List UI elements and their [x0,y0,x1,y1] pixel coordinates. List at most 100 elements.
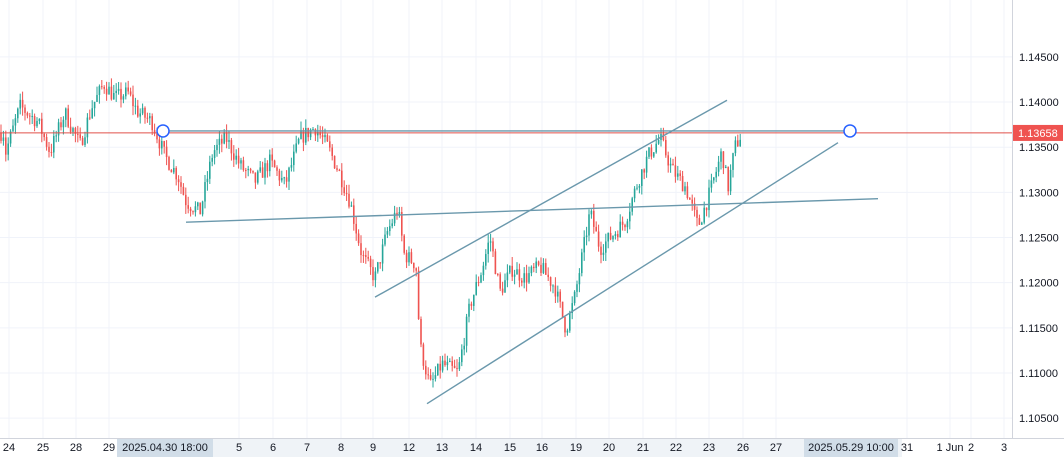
candle-body [5,137,7,155]
candle-body [273,160,276,168]
candle-body [353,205,355,224]
candle-body [374,271,377,281]
candle-body [732,153,734,170]
time-tick-label: 7 [304,442,310,454]
time-highlight-end: 2025.05.29 10:00 [808,442,894,454]
candle-body [65,108,67,120]
candle-body [247,168,249,171]
candle-body [626,221,629,228]
candle-body [345,193,348,195]
candle-body [638,185,641,188]
candle-body [417,270,420,320]
candle-body [667,155,669,166]
candle-body [254,172,257,183]
candle-body [655,143,657,153]
time-tick-label: 6 [270,442,276,454]
candle-body [350,205,353,207]
candle-body [403,235,405,253]
price-axis[interactable] [1012,0,1064,457]
candle-body [739,139,741,147]
time-tick-label: 27 [770,442,782,454]
candle-body [297,138,300,144]
candle-body [57,122,60,136]
candle-body [24,107,26,113]
candle-body [674,165,677,177]
candle-body [405,252,408,263]
candle-body [422,344,425,366]
candle-body [67,108,69,127]
candle-body [199,202,201,215]
candle-body [156,133,158,140]
candle-body [209,161,211,179]
candle-body [535,261,537,269]
candle-body [117,88,120,91]
candle-body [595,226,597,232]
candle-body [722,151,725,169]
candle-body [614,234,617,237]
candle-body [559,291,561,302]
candle-body [636,187,638,189]
candle-body [43,133,45,138]
candle-body [429,375,432,380]
time-tick-label: 14 [470,442,482,454]
candle-body [384,234,386,245]
candle-body [206,178,209,183]
candle-body [144,107,146,118]
candle-body [360,243,362,256]
candle-body [7,143,9,155]
candle-body [446,361,449,366]
channel-upper-trendline[interactable] [374,99,728,298]
candle-body [300,130,302,139]
time-highlight-start-bg [117,439,213,457]
drawing-layer[interactable] [0,99,1012,405]
line-handle-end[interactable] [843,124,857,138]
time-tick-label: 25 [37,442,49,454]
candle-body [605,241,607,253]
candle-body [497,274,499,276]
candle-body [372,267,374,281]
time-tick-label: 26 [737,442,749,454]
candle-body [278,170,281,181]
support-trendline[interactable] [185,197,879,223]
candle-body [329,141,331,148]
candle-body [571,303,573,314]
candle-body [192,211,194,213]
time-tick-label: 31 [901,442,913,454]
line-handle-start[interactable] [156,124,170,138]
candle-body [485,254,487,266]
candle-body [734,140,737,154]
candle-body [151,116,153,131]
candle-body [432,378,434,380]
time-tick-label: 8 [338,442,344,454]
candle-body [489,241,492,243]
candle-body [653,152,655,157]
candle-body [127,87,129,92]
candle-body [259,167,261,172]
candle-body [679,173,681,176]
candle-body [715,171,717,178]
candle-body [561,301,564,318]
candle-body [62,119,65,128]
candle-body [252,170,254,173]
candlestick-series [0,78,741,388]
candle-body [703,207,705,223]
candle-body [621,221,624,225]
channel-lower-trendline[interactable] [426,142,839,405]
candle-body [393,212,396,224]
candle-body [125,87,127,97]
candle-body [554,285,557,297]
time-axis[interactable] [0,438,1064,457]
candle-body [727,166,729,192]
candle-body [602,252,605,255]
candle-body [74,128,77,134]
candle-body [168,157,170,170]
candle-body [290,165,293,168]
candle-body [523,273,525,283]
candle-body [367,256,369,259]
candle-body [698,218,701,225]
candle-body [362,255,365,257]
time-tick-label: 13 [436,442,448,454]
candle-body [729,169,732,192]
candle-body [187,205,189,209]
